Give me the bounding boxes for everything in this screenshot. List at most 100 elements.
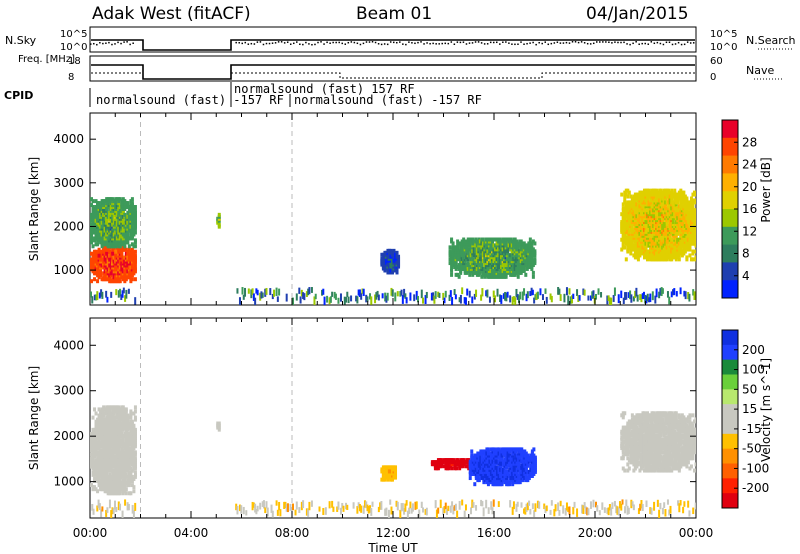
data-cell bbox=[109, 405, 113, 410]
data-cell bbox=[100, 476, 104, 481]
data-cell bbox=[121, 450, 125, 455]
noise-dot bbox=[562, 42, 565, 44]
data-cell bbox=[679, 200, 683, 205]
data-cell bbox=[647, 223, 651, 228]
data-cell bbox=[108, 249, 112, 254]
data-cell bbox=[117, 425, 121, 430]
data-cell bbox=[120, 417, 124, 422]
data-cell bbox=[665, 206, 669, 211]
data-cell bbox=[94, 458, 98, 463]
data-cell bbox=[470, 467, 474, 472]
noise-dot bbox=[496, 41, 498, 44]
data-cell bbox=[502, 478, 506, 483]
data-cell bbox=[103, 448, 107, 453]
data-cell bbox=[644, 208, 648, 213]
data-cell bbox=[661, 241, 665, 246]
data-cell bbox=[100, 440, 104, 445]
data-cell bbox=[124, 448, 128, 453]
data-cell bbox=[91, 415, 95, 420]
data-cell bbox=[254, 297, 257, 305]
data-cell bbox=[479, 471, 483, 476]
data-cell bbox=[661, 190, 665, 195]
data-cell bbox=[503, 447, 507, 452]
data-cell bbox=[481, 266, 485, 271]
data-cell bbox=[519, 291, 522, 300]
data-cell bbox=[124, 474, 128, 479]
data-cell bbox=[99, 456, 103, 461]
data-cell bbox=[130, 277, 134, 282]
data-cell bbox=[475, 289, 478, 297]
data-cell bbox=[636, 243, 640, 248]
noise-dot bbox=[632, 42, 634, 45]
data-cell bbox=[655, 194, 659, 199]
data-cell bbox=[126, 431, 130, 436]
data-cell bbox=[298, 287, 301, 294]
data-cell bbox=[112, 442, 116, 447]
data-cell bbox=[124, 429, 128, 434]
data-cell bbox=[685, 235, 689, 240]
data-cell bbox=[99, 454, 103, 459]
data-cell bbox=[123, 481, 127, 486]
data-cell bbox=[112, 454, 116, 459]
data-cell bbox=[118, 415, 122, 420]
data-cell bbox=[97, 479, 101, 483]
data-cell bbox=[494, 295, 496, 303]
data-cell bbox=[394, 292, 397, 302]
data-cell bbox=[490, 253, 494, 258]
data-cell bbox=[389, 248, 393, 253]
data-cell bbox=[130, 440, 134, 445]
data-cell bbox=[500, 476, 504, 481]
noise-dot bbox=[541, 42, 543, 45]
data-cell bbox=[90, 279, 93, 284]
data-cell bbox=[503, 478, 507, 483]
data-cell bbox=[480, 245, 484, 250]
noise-dot bbox=[377, 43, 380, 45]
data-cell bbox=[620, 290, 623, 299]
data-cell bbox=[646, 208, 650, 213]
data-cell bbox=[470, 457, 474, 462]
data-cell bbox=[120, 427, 124, 432]
data-cell bbox=[103, 472, 107, 477]
data-cell bbox=[120, 450, 124, 455]
data-cell bbox=[247, 288, 250, 294]
data-cell bbox=[105, 468, 109, 473]
data-cell bbox=[522, 241, 526, 246]
data-cell bbox=[394, 475, 398, 480]
data-cell bbox=[106, 409, 110, 414]
data-cell bbox=[494, 270, 497, 275]
data-cell bbox=[127, 434, 131, 438]
data-cell bbox=[126, 454, 130, 459]
data-cell bbox=[525, 243, 529, 248]
data-cell bbox=[109, 483, 113, 488]
data-cell bbox=[118, 279, 122, 284]
data-cell bbox=[627, 200, 631, 205]
noise-dot bbox=[623, 41, 625, 44]
data-cell bbox=[118, 474, 122, 479]
data-cell bbox=[457, 257, 461, 262]
data-cell bbox=[265, 287, 268, 295]
data-cell bbox=[127, 470, 131, 475]
data-cell bbox=[285, 293, 288, 302]
data-cell bbox=[96, 446, 100, 451]
data-cell bbox=[476, 457, 480, 462]
data-cell bbox=[300, 289, 303, 297]
data-cell bbox=[108, 462, 112, 467]
data-cell bbox=[120, 273, 124, 278]
data-cell bbox=[662, 225, 666, 230]
data-cell bbox=[671, 200, 675, 205]
data-cell bbox=[103, 407, 107, 412]
data-cell bbox=[629, 290, 632, 300]
data-cell bbox=[117, 454, 121, 459]
data-cell bbox=[115, 411, 119, 416]
data-cell bbox=[133, 277, 137, 282]
data-cell bbox=[106, 263, 110, 268]
data-cell bbox=[96, 442, 100, 447]
data-cell bbox=[94, 236, 98, 241]
data-cell bbox=[103, 411, 107, 416]
data-cell bbox=[127, 452, 131, 457]
data-cell bbox=[91, 450, 95, 455]
noise-dot bbox=[653, 42, 656, 45]
data-cell bbox=[90, 464, 93, 469]
data-cell bbox=[96, 425, 100, 430]
data-cell bbox=[503, 266, 507, 271]
